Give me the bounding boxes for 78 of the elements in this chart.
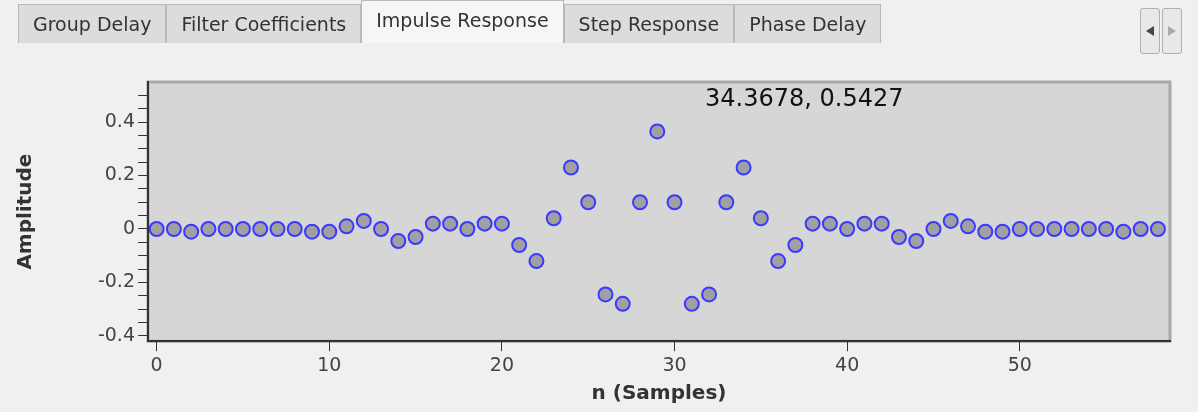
point	[545, 210, 562, 227]
point	[355, 212, 372, 229]
text: Step Response	[563, 4, 735, 43]
point	[390, 232, 407, 249]
point	[666, 194, 683, 211]
x-axis-title: n (Samples)	[591, 380, 727, 405]
point	[200, 220, 217, 237]
point	[873, 215, 890, 232]
point	[1132, 220, 1149, 237]
point	[960, 218, 977, 235]
point	[528, 253, 545, 270]
text: Impulse Response	[361, 0, 564, 43]
point	[1080, 220, 1097, 237]
x-tick-label: 50	[1007, 352, 1032, 375]
point	[977, 223, 994, 240]
text: Phase Delay	[734, 4, 882, 43]
x-tick-label: 0	[150, 352, 163, 375]
point	[511, 237, 528, 253]
point	[683, 295, 700, 312]
point	[1029, 220, 1046, 237]
point	[562, 159, 579, 176]
y-tick-label: 0	[122, 215, 135, 238]
text: Filter Coefficients	[166, 4, 362, 43]
point	[148, 220, 165, 237]
x-tick-label: 40	[835, 352, 860, 375]
point	[856, 215, 873, 232]
point	[632, 194, 649, 211]
point	[269, 220, 286, 237]
x-tick-label: 30	[662, 352, 687, 375]
point	[735, 159, 752, 176]
x-tick-label: 20	[489, 352, 514, 375]
x-tick-label: 10	[317, 352, 342, 375]
y-axis-title: Amplitude	[12, 153, 37, 270]
point	[442, 215, 459, 232]
y-tick-label: -0.2	[97, 269, 135, 292]
point	[252, 220, 269, 237]
point	[183, 223, 200, 240]
point	[476, 215, 493, 232]
y-tick-label: -0.4	[97, 322, 135, 345]
point	[942, 212, 959, 229]
point	[459, 220, 476, 237]
point	[839, 220, 856, 237]
point	[1149, 220, 1166, 237]
point	[1115, 223, 1132, 240]
point	[994, 223, 1011, 240]
point	[821, 215, 838, 232]
point	[234, 220, 251, 237]
y-tick-label: 0.4	[104, 109, 135, 132]
point	[925, 220, 942, 237]
point	[701, 286, 718, 303]
point	[908, 232, 925, 249]
point	[321, 223, 338, 240]
point	[1011, 220, 1028, 237]
point	[890, 228, 907, 245]
point	[493, 215, 510, 232]
point	[217, 220, 234, 237]
point	[597, 286, 614, 303]
point	[407, 228, 424, 245]
point	[1063, 220, 1080, 237]
point	[580, 194, 597, 211]
point	[787, 237, 804, 253]
point	[770, 253, 787, 270]
point	[718, 194, 735, 211]
text: Group Delay	[18, 4, 167, 43]
annotation: 34.3678, 0.5427	[704, 84, 904, 113]
point	[304, 223, 320, 240]
point	[424, 215, 441, 232]
point	[752, 210, 769, 227]
point	[1098, 220, 1115, 237]
y-tick-label: 0.2	[104, 162, 135, 185]
point	[338, 218, 355, 235]
point	[165, 220, 182, 237]
point	[614, 295, 631, 312]
point	[286, 220, 303, 237]
point	[649, 123, 666, 140]
point	[804, 215, 821, 232]
point	[373, 220, 390, 237]
point	[1046, 220, 1063, 237]
